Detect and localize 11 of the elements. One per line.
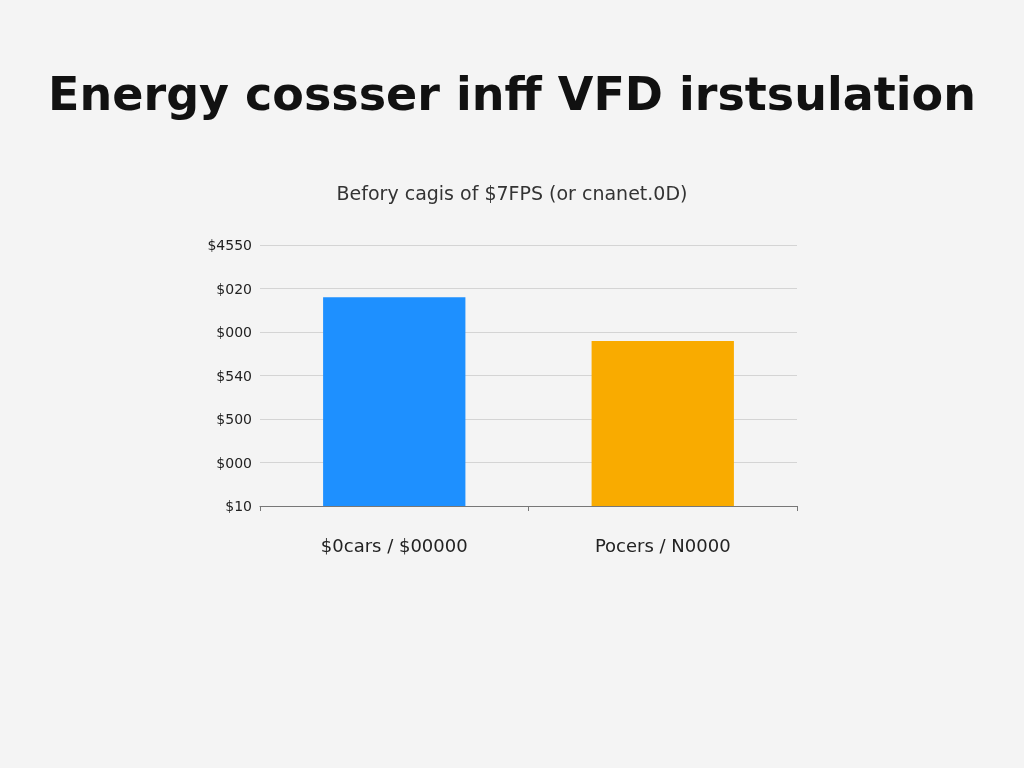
text: $020 bbox=[216, 280, 252, 297]
text: $540 bbox=[216, 367, 252, 384]
text: $000 bbox=[216, 454, 252, 471]
text: $500 bbox=[216, 411, 252, 427]
x-tick-label: Pocers / N0000 bbox=[594, 534, 731, 556]
x-tick-label: $0cars / $00000 bbox=[320, 534, 468, 556]
chart-subtitle: Befory cagis of $7FPS (or cnanet.0D) bbox=[336, 181, 688, 204]
text: $4550 bbox=[207, 237, 252, 253]
text: $10 bbox=[225, 498, 252, 514]
text: $000 bbox=[216, 324, 252, 340]
chart-title: Energy cossser inff VFD irstsulation bbox=[48, 67, 976, 121]
